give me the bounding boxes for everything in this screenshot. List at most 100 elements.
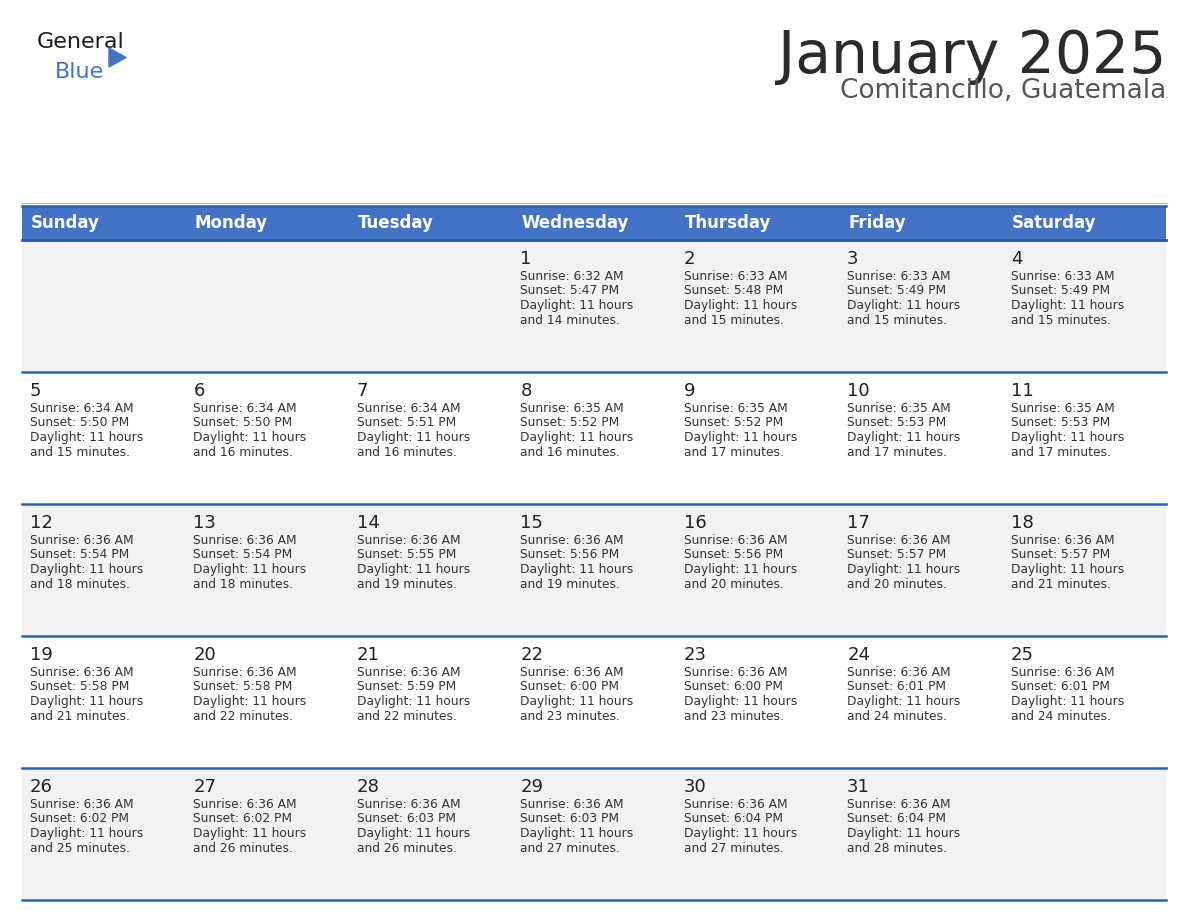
Bar — [839, 636, 1003, 768]
Bar — [676, 206, 839, 240]
Text: 13: 13 — [194, 514, 216, 532]
Text: Daylight: 11 hours: Daylight: 11 hours — [684, 431, 797, 444]
Text: 9: 9 — [684, 382, 695, 400]
Bar — [1003, 240, 1165, 372]
Text: Daylight: 11 hours: Daylight: 11 hours — [194, 827, 307, 840]
Text: Daylight: 11 hours: Daylight: 11 hours — [194, 695, 307, 708]
Text: Sunrise: 6:36 AM: Sunrise: 6:36 AM — [194, 666, 297, 679]
Text: Sunset: 6:02 PM: Sunset: 6:02 PM — [30, 812, 129, 825]
Text: 14: 14 — [356, 514, 380, 532]
Text: Daylight: 11 hours: Daylight: 11 hours — [684, 299, 797, 312]
Text: Wednesday: Wednesday — [522, 214, 628, 232]
Bar — [185, 206, 349, 240]
Text: Sunset: 5:57 PM: Sunset: 5:57 PM — [1011, 548, 1110, 562]
Text: Sunset: 6:04 PM: Sunset: 6:04 PM — [847, 812, 946, 825]
Text: Sunset: 5:54 PM: Sunset: 5:54 PM — [30, 548, 129, 562]
Text: Sunrise: 6:35 AM: Sunrise: 6:35 AM — [1011, 402, 1114, 415]
Text: Sunset: 5:48 PM: Sunset: 5:48 PM — [684, 285, 783, 297]
Bar — [23, 240, 185, 372]
Text: Sunset: 5:58 PM: Sunset: 5:58 PM — [194, 680, 292, 693]
Bar — [512, 206, 676, 240]
Text: 16: 16 — [684, 514, 707, 532]
Text: Sunset: 5:50 PM: Sunset: 5:50 PM — [30, 417, 129, 430]
Text: Sunset: 6:01 PM: Sunset: 6:01 PM — [1011, 680, 1110, 693]
Text: Sunrise: 6:35 AM: Sunrise: 6:35 AM — [520, 402, 624, 415]
Text: Daylight: 11 hours: Daylight: 11 hours — [194, 563, 307, 576]
Text: Sunset: 5:59 PM: Sunset: 5:59 PM — [356, 680, 456, 693]
Text: Sunrise: 6:36 AM: Sunrise: 6:36 AM — [194, 798, 297, 811]
Bar — [1003, 636, 1165, 768]
Text: 31: 31 — [847, 778, 870, 796]
Text: and 14 minutes.: and 14 minutes. — [520, 314, 620, 327]
Text: Daylight: 11 hours: Daylight: 11 hours — [356, 695, 470, 708]
Text: and 24 minutes.: and 24 minutes. — [1011, 710, 1111, 722]
Text: and 17 minutes.: and 17 minutes. — [1011, 445, 1111, 458]
Text: and 26 minutes.: and 26 minutes. — [356, 842, 456, 855]
Text: Sunset: 5:57 PM: Sunset: 5:57 PM — [847, 548, 947, 562]
Text: and 25 minutes.: and 25 minutes. — [30, 842, 129, 855]
Text: Saturday: Saturday — [1011, 214, 1097, 232]
Text: and 18 minutes.: and 18 minutes. — [194, 577, 293, 590]
Text: Daylight: 11 hours: Daylight: 11 hours — [30, 827, 144, 840]
Text: 24: 24 — [847, 646, 870, 664]
Text: Sunrise: 6:36 AM: Sunrise: 6:36 AM — [847, 798, 950, 811]
Text: 20: 20 — [194, 646, 216, 664]
Text: Sunset: 5:55 PM: Sunset: 5:55 PM — [356, 548, 456, 562]
Bar — [512, 240, 676, 372]
Text: Sunrise: 6:35 AM: Sunrise: 6:35 AM — [847, 402, 950, 415]
Text: Sunrise: 6:36 AM: Sunrise: 6:36 AM — [847, 534, 950, 547]
Text: Sunset: 5:56 PM: Sunset: 5:56 PM — [684, 548, 783, 562]
Bar — [512, 504, 676, 636]
Bar — [1003, 768, 1165, 900]
Text: Sunrise: 6:36 AM: Sunrise: 6:36 AM — [847, 666, 950, 679]
Text: and 28 minutes.: and 28 minutes. — [847, 842, 947, 855]
Text: Sunrise: 6:36 AM: Sunrise: 6:36 AM — [30, 534, 133, 547]
Bar — [512, 372, 676, 504]
Bar — [839, 504, 1003, 636]
Text: and 22 minutes.: and 22 minutes. — [356, 710, 456, 722]
Bar — [185, 768, 349, 900]
Text: Sunset: 5:53 PM: Sunset: 5:53 PM — [847, 417, 947, 430]
Text: and 16 minutes.: and 16 minutes. — [194, 445, 293, 458]
Text: Sunrise: 6:33 AM: Sunrise: 6:33 AM — [1011, 270, 1114, 283]
Bar — [349, 636, 512, 768]
Text: 4: 4 — [1011, 250, 1022, 268]
Text: 1: 1 — [520, 250, 532, 268]
Text: Sunset: 5:50 PM: Sunset: 5:50 PM — [194, 417, 292, 430]
Text: Daylight: 11 hours: Daylight: 11 hours — [356, 563, 470, 576]
Text: Sunrise: 6:36 AM: Sunrise: 6:36 AM — [520, 534, 624, 547]
Text: 7: 7 — [356, 382, 368, 400]
Text: Sunrise: 6:36 AM: Sunrise: 6:36 AM — [1011, 666, 1114, 679]
Text: Daylight: 11 hours: Daylight: 11 hours — [1011, 695, 1124, 708]
Text: Sunrise: 6:36 AM: Sunrise: 6:36 AM — [30, 798, 133, 811]
Bar — [676, 768, 839, 900]
Text: and 23 minutes.: and 23 minutes. — [684, 710, 784, 722]
Text: Daylight: 11 hours: Daylight: 11 hours — [847, 827, 960, 840]
Text: and 19 minutes.: and 19 minutes. — [520, 577, 620, 590]
Text: Thursday: Thursday — [684, 214, 771, 232]
Text: Sunset: 6:01 PM: Sunset: 6:01 PM — [847, 680, 946, 693]
Text: Sunset: 5:58 PM: Sunset: 5:58 PM — [30, 680, 129, 693]
Text: Daylight: 11 hours: Daylight: 11 hours — [684, 695, 797, 708]
Bar — [839, 240, 1003, 372]
Bar — [512, 636, 676, 768]
Text: and 15 minutes.: and 15 minutes. — [30, 445, 129, 458]
Text: and 19 minutes.: and 19 minutes. — [356, 577, 456, 590]
Text: Sunset: 5:49 PM: Sunset: 5:49 PM — [1011, 285, 1110, 297]
Text: and 22 minutes.: and 22 minutes. — [194, 710, 293, 722]
Text: Monday: Monday — [195, 214, 267, 232]
Text: Daylight: 11 hours: Daylight: 11 hours — [847, 299, 960, 312]
Bar — [676, 372, 839, 504]
Text: and 27 minutes.: and 27 minutes. — [684, 842, 784, 855]
Bar — [676, 504, 839, 636]
Bar — [839, 206, 1003, 240]
Bar — [349, 240, 512, 372]
Text: Daylight: 11 hours: Daylight: 11 hours — [520, 431, 633, 444]
Bar — [23, 768, 185, 900]
Text: Sunset: 6:03 PM: Sunset: 6:03 PM — [520, 812, 619, 825]
Text: Sunrise: 6:36 AM: Sunrise: 6:36 AM — [356, 798, 461, 811]
Text: 30: 30 — [684, 778, 707, 796]
Text: 15: 15 — [520, 514, 543, 532]
Text: and 16 minutes.: and 16 minutes. — [356, 445, 456, 458]
Text: Daylight: 11 hours: Daylight: 11 hours — [1011, 431, 1124, 444]
